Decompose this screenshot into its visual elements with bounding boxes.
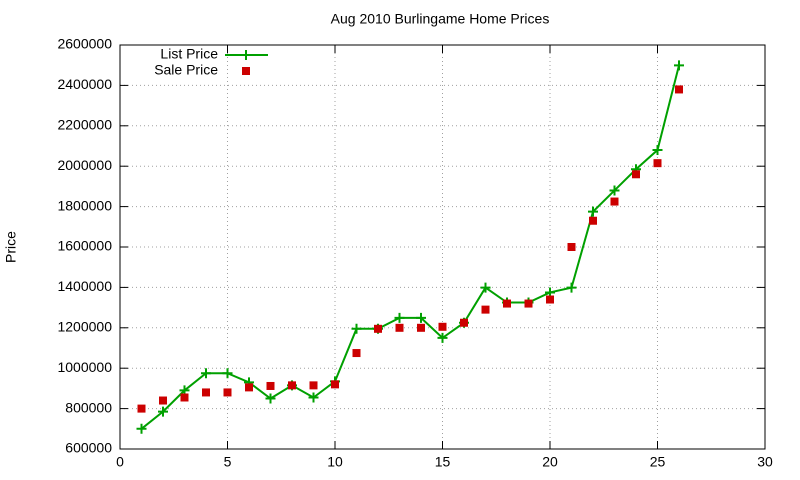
square-marker xyxy=(417,323,425,332)
x-tick-label: 5 xyxy=(224,454,232,470)
y-tick-label: 1800000 xyxy=(57,197,112,213)
square-marker xyxy=(460,318,468,327)
y-tick-label: 2600000 xyxy=(57,36,112,52)
plus-marker xyxy=(241,50,251,60)
y-tick-label: 600000 xyxy=(65,440,112,456)
y-tick-label: 2200000 xyxy=(57,117,112,133)
y-tick-label: 800000 xyxy=(65,399,112,415)
legend-label: List Price xyxy=(160,46,218,62)
square-marker xyxy=(159,396,167,405)
square-marker xyxy=(288,381,296,390)
square-marker xyxy=(481,305,490,314)
square-marker xyxy=(202,388,210,397)
y-tick-label: 1400000 xyxy=(57,278,112,294)
y-tick-label: 1600000 xyxy=(57,238,112,254)
plus-marker xyxy=(566,282,577,293)
square-marker xyxy=(632,170,640,179)
plus-marker xyxy=(437,332,448,343)
square-marker xyxy=(524,299,533,308)
chart-title: Aug 2010 Burlingame Home Prices xyxy=(331,11,550,27)
plus-marker xyxy=(588,206,598,217)
plus-marker xyxy=(609,185,620,196)
square-marker xyxy=(309,381,318,390)
y-tick-label: 2000000 xyxy=(57,157,112,173)
square-marker xyxy=(395,323,404,332)
square-marker xyxy=(352,349,361,358)
square-marker xyxy=(589,216,597,225)
x-tick-label: 10 xyxy=(327,454,343,470)
plus-marker xyxy=(674,60,684,71)
plus-marker xyxy=(394,312,405,323)
y-tick-label: 1000000 xyxy=(57,359,112,375)
x-tick-label: 15 xyxy=(435,454,451,470)
plus-marker xyxy=(222,368,233,379)
x-tick-label: 30 xyxy=(757,454,773,470)
square-marker xyxy=(653,159,662,168)
square-marker xyxy=(610,197,619,206)
x-tick-label: 20 xyxy=(542,454,558,470)
plus-marker xyxy=(308,392,319,403)
plot-frame xyxy=(119,44,766,450)
plus-marker xyxy=(351,323,362,334)
square-marker xyxy=(567,243,576,251)
series-line xyxy=(140,65,680,430)
y-tick-label: 2400000 xyxy=(57,76,112,92)
plus-marker xyxy=(158,406,168,417)
square-marker xyxy=(438,322,447,331)
square-marker xyxy=(331,380,339,389)
square-marker xyxy=(374,324,382,333)
square-marker xyxy=(180,393,189,402)
plus-marker xyxy=(652,145,663,156)
square-marker xyxy=(675,85,683,94)
legend-label: Sale Price xyxy=(154,62,218,78)
plus-marker xyxy=(265,393,276,404)
square-marker xyxy=(546,295,554,304)
plus-marker xyxy=(136,423,147,434)
y-axis-label: Price xyxy=(3,231,19,263)
plus-marker xyxy=(201,368,211,379)
square-marker xyxy=(503,299,511,308)
plus-marker xyxy=(416,312,426,323)
y-tick-label: 1200000 xyxy=(57,319,112,335)
x-tick-label: 0 xyxy=(116,454,124,470)
square-marker xyxy=(137,404,146,413)
plus-marker xyxy=(480,282,491,293)
square-marker xyxy=(223,388,232,397)
square-marker xyxy=(266,381,275,390)
x-tick-label: 25 xyxy=(650,454,666,470)
square-marker xyxy=(242,67,250,75)
square-marker xyxy=(245,383,253,392)
